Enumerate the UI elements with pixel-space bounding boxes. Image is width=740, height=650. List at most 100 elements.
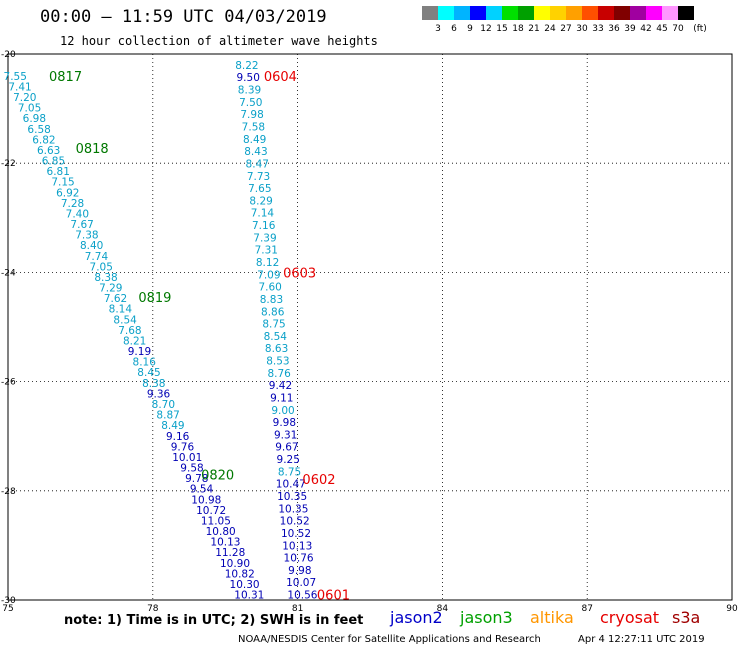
swh-reading: 10.76: [284, 553, 314, 565]
colorbar-swatch: [454, 6, 470, 20]
swh-reading: 8.29: [249, 195, 272, 207]
map-subtitle: 12 hour collection of altimeter wave hei…: [60, 34, 378, 48]
pass-time-label: 0603: [283, 266, 316, 281]
lon-tick-label: 84: [437, 604, 449, 614]
swh-reading: 7.62: [104, 293, 127, 305]
swh-reading: 6.92: [56, 187, 79, 199]
colorbar-label: 42: [640, 24, 652, 34]
lon-tick-label: 75: [2, 604, 13, 614]
swh-reading: 10.98: [191, 494, 221, 506]
satellite-legend-altika: altika: [530, 608, 574, 627]
swh-reading: 7.73: [247, 171, 270, 183]
swh-reading: 9.31: [274, 429, 297, 441]
colorbar-swatch: [678, 6, 694, 20]
swh-reading: 7.39: [253, 232, 276, 244]
swh-reading: 9.78: [185, 473, 208, 485]
swh-reading: 8.53: [266, 356, 289, 368]
swh-reading: 7.28: [61, 198, 84, 210]
swh-reading: 10.47: [276, 479, 306, 491]
swh-reading: 10.13: [282, 540, 312, 552]
colorbar-label: 6: [451, 24, 457, 34]
colorbar-swatch: [534, 6, 550, 20]
swh-reading: 8.83: [260, 294, 283, 306]
swh-reading: 8.86: [261, 306, 285, 318]
swh-reading: 8.49: [243, 134, 266, 146]
colorbar-label: 39: [624, 24, 636, 34]
pass-time-label: 0818: [76, 142, 109, 157]
colorbar-swatch: [486, 6, 502, 20]
swh-reading: 10.52: [280, 516, 310, 528]
colorbar-swatch: [582, 6, 598, 20]
colorbar-label: 21: [528, 24, 540, 34]
swh-reading: 8.54: [113, 314, 137, 326]
colorbar-label: 30: [576, 24, 588, 34]
swh-reading: 9.54: [190, 484, 214, 496]
swh-reading: 7.65: [248, 183, 271, 195]
lat-tick-label: -20: [1, 50, 16, 60]
swh-reading: 7.05: [18, 103, 41, 115]
colorbar-label: 3: [435, 24, 441, 34]
swh-reading: 8.47: [246, 158, 269, 170]
swh-reading: 9.00: [271, 405, 294, 417]
colorbar-swatch: [502, 6, 518, 20]
swh-reading: 6.81: [47, 166, 70, 178]
lon-tick-label: 90: [726, 604, 738, 614]
swh-reading: 8.70: [152, 399, 175, 411]
swh-reading: 7.55: [4, 71, 27, 83]
swh-reading: 8.12: [256, 257, 279, 269]
colorbar-swatch: [422, 6, 438, 20]
swh-reading: 7.68: [118, 325, 141, 337]
swh-reading: 6.58: [27, 124, 50, 136]
swh-reading: 10.80: [206, 526, 236, 538]
swh-reading: 6.98: [23, 113, 46, 125]
swh-reading: 6.63: [37, 145, 60, 157]
colorbar-label: 24: [544, 24, 556, 34]
colorbar-label: 45: [656, 24, 668, 34]
lat-tick-label: -22: [1, 159, 16, 169]
swh-reading: 8.39: [238, 85, 261, 97]
swh-reading: 9.50: [237, 72, 260, 84]
map-frame: [7, 53, 733, 601]
swh-reading: 9.25: [277, 454, 300, 466]
pass-time-label: 0604: [264, 70, 297, 85]
colorbar-label: 9: [467, 24, 473, 34]
colorbar-swatch: [518, 6, 534, 20]
swh-reading: 8.54: [264, 331, 288, 343]
colorbar-label: 12: [480, 24, 492, 34]
swh-reading: 8.49: [161, 420, 184, 432]
swh-reading: 10.72: [196, 505, 226, 517]
swh-reading: 8.63: [265, 343, 288, 355]
swh-reading: 9.19: [128, 346, 151, 358]
swh-reading: 8.45: [137, 367, 160, 379]
colorbar-label: 70: [672, 24, 684, 34]
colorbar-swatch: [662, 6, 678, 20]
swh-reading: 9.58: [180, 463, 203, 475]
colorbar-swatch: [566, 6, 582, 20]
footer-timestamp: Apr 4 12:27:11 UTC 2019: [578, 634, 705, 645]
footer-credit: NOAA/NESDIS Center for Satellite Applica…: [238, 634, 541, 645]
colorbar-swatch: [550, 6, 566, 20]
swh-reading: 8.38: [142, 378, 165, 390]
swh-reading: 7.20: [13, 92, 36, 104]
swh-reading: 6.82: [32, 134, 55, 146]
lon-tick-label: 78: [147, 604, 159, 614]
swh-reading: 7.31: [255, 245, 278, 257]
swh-reading: 9.42: [269, 380, 292, 392]
pass-time-label: 0820: [201, 468, 234, 483]
swh-reading: 7.09: [257, 269, 280, 281]
swh-reading: 11.28: [215, 547, 245, 559]
colorbar-label: 15: [496, 24, 508, 34]
lon-tick-label: 87: [581, 604, 592, 614]
swh-reading: 10.35: [278, 503, 308, 515]
swh-reading: 8.22: [235, 60, 258, 72]
colorbar-swatch: [630, 6, 646, 20]
swh-reading: 6.85: [42, 156, 65, 168]
swh-reading: 9.67: [275, 442, 298, 454]
swh-reading: 8.16: [133, 357, 157, 369]
colorbar-label: 36: [608, 24, 620, 34]
swh-reading: 9.98: [273, 417, 296, 429]
swh-reading: 7.40: [66, 208, 89, 220]
swh-reading: 10.35: [277, 491, 307, 503]
swh-reading: 7.05: [90, 261, 113, 273]
